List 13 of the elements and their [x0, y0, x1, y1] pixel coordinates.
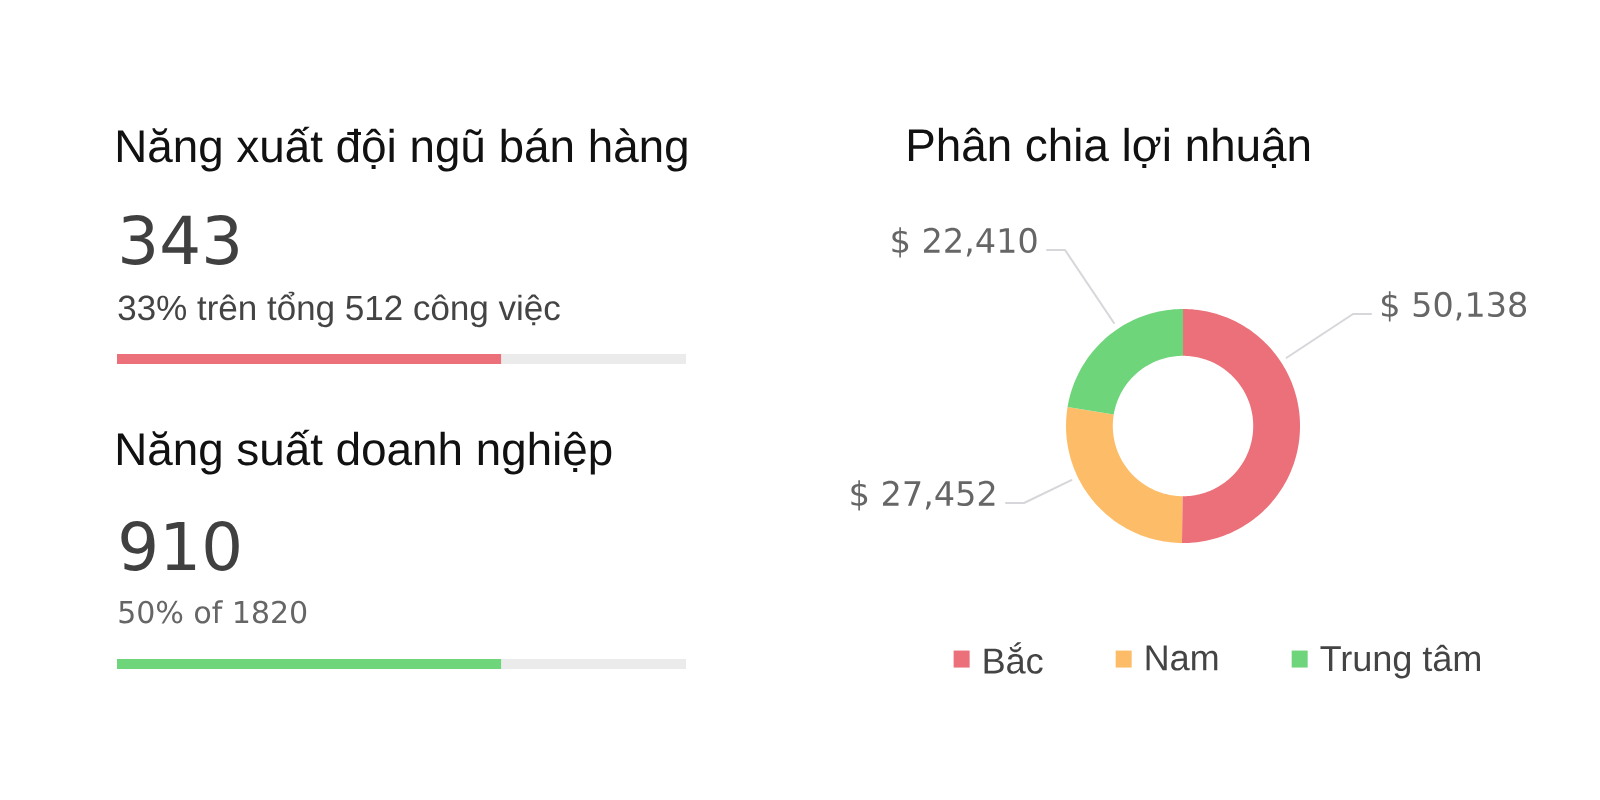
chart-title: Phân chia lợi nhuận: [908, 127, 1310, 168]
data-label: $ 22,410: [892, 227, 1037, 258]
legend-label: Bắc: [984, 642, 1043, 674]
text: 910: [121, 521, 239, 571]
chart-title: Năng suất doanh nghiệp: [117, 429, 612, 475]
legend-label: Nam: [1146, 645, 1218, 671]
text: 343: [122, 215, 238, 265]
chart-title: Năng xuất đội ngũ bán hàng: [117, 126, 687, 172]
text: 50% of 1820: [119, 600, 307, 624]
data-label: $ 50,138: [1381, 291, 1527, 322]
legend-label: Trung tâm: [1320, 644, 1480, 679]
data-label: $ 27,452: [851, 480, 995, 511]
text: 33% trên tổng 512 công việc: [118, 291, 560, 328]
